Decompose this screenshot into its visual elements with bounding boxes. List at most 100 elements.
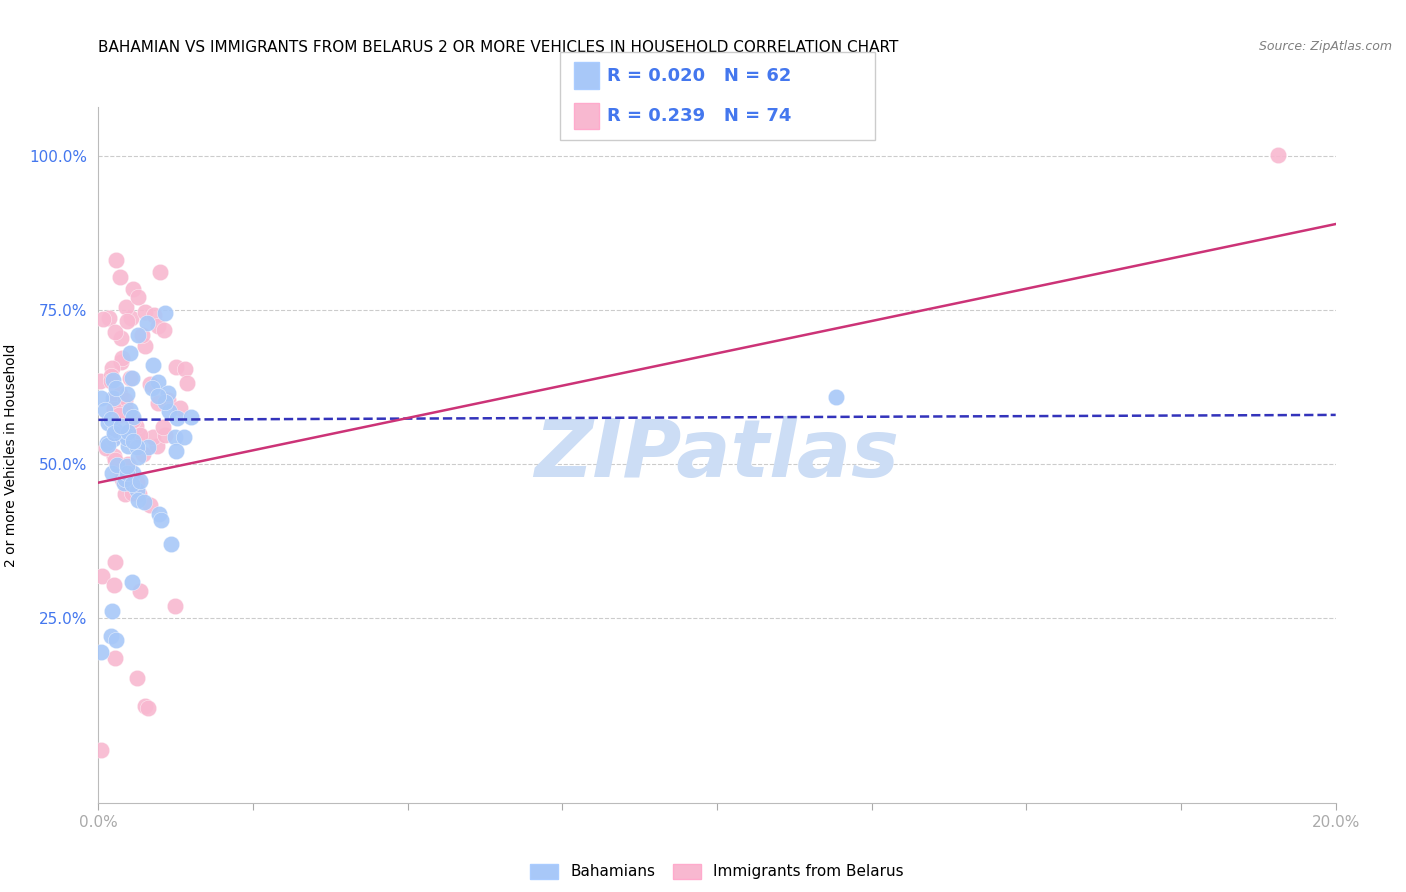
Point <box>153 323 176 337</box>
Point <box>115 427 138 442</box>
Point <box>142 358 165 372</box>
Point <box>134 305 156 319</box>
Point <box>101 467 124 481</box>
Point <box>101 374 124 388</box>
Point <box>94 441 117 455</box>
Point <box>110 419 132 434</box>
Text: Source: ZipAtlas.com: Source: ZipAtlas.com <box>1258 40 1392 54</box>
Point <box>146 389 169 403</box>
Point <box>129 428 152 442</box>
Point <box>96 436 118 450</box>
Point <box>105 458 128 472</box>
Point <box>103 426 125 441</box>
Point <box>153 306 176 320</box>
Point <box>104 453 127 467</box>
Point <box>128 487 150 501</box>
Point <box>152 420 174 434</box>
Point <box>156 386 179 401</box>
Point <box>114 393 136 408</box>
Point <box>120 310 142 325</box>
Point <box>153 395 176 409</box>
Point <box>108 462 131 476</box>
Point <box>112 476 135 491</box>
Point <box>121 476 143 491</box>
Point <box>127 328 149 343</box>
Point <box>103 650 125 665</box>
Point <box>120 345 142 359</box>
Point <box>101 603 124 617</box>
Point <box>105 252 128 267</box>
Point <box>117 458 139 472</box>
Point <box>122 434 145 448</box>
Point <box>141 381 163 395</box>
Point <box>101 360 124 375</box>
Point <box>127 440 149 454</box>
Point <box>131 328 153 343</box>
Point <box>114 400 136 414</box>
Point <box>127 450 149 464</box>
Point <box>100 374 122 388</box>
Point <box>90 391 112 405</box>
Point <box>104 632 127 647</box>
Point <box>117 466 139 480</box>
Y-axis label: 2 or more Vehicles in Household: 2 or more Vehicles in Household <box>4 343 18 566</box>
Point <box>115 313 138 327</box>
Point <box>120 402 142 417</box>
Point <box>173 429 195 443</box>
Point <box>100 411 122 425</box>
Legend: Bahamians, Immigrants from Belarus: Bahamians, Immigrants from Belarus <box>524 857 910 886</box>
Point <box>115 431 138 445</box>
Point <box>118 460 141 475</box>
Point <box>121 466 143 480</box>
Text: R = 0.239   N = 74: R = 0.239 N = 74 <box>607 107 792 125</box>
Point <box>101 391 124 405</box>
Point <box>114 472 136 486</box>
Point <box>150 513 173 527</box>
Point <box>125 475 148 489</box>
Point <box>125 483 148 497</box>
Point <box>159 537 181 551</box>
Point <box>122 282 145 296</box>
Point <box>136 440 159 454</box>
Point <box>134 698 156 713</box>
Point <box>135 316 157 330</box>
Text: ZIPatlas: ZIPatlas <box>534 416 900 494</box>
Point <box>97 416 120 430</box>
Point <box>125 418 148 433</box>
Point <box>121 409 143 424</box>
Point <box>100 369 122 384</box>
Point <box>157 403 180 417</box>
Point <box>110 331 132 345</box>
Point <box>148 507 170 521</box>
Point <box>825 390 848 404</box>
Point <box>139 376 162 391</box>
Point <box>165 359 187 374</box>
Point <box>98 310 121 325</box>
Point <box>105 387 128 401</box>
Point <box>143 308 166 322</box>
Point <box>132 447 155 461</box>
Point <box>142 430 165 444</box>
Point <box>110 351 132 366</box>
Point <box>115 458 138 473</box>
Point <box>129 583 152 598</box>
Point <box>132 495 155 509</box>
Point <box>128 428 150 442</box>
Point <box>157 392 180 407</box>
Point <box>166 411 188 425</box>
Point <box>110 270 132 285</box>
Point <box>138 498 160 512</box>
Point <box>118 371 141 385</box>
Point <box>101 432 124 446</box>
Point <box>97 438 120 452</box>
Text: BAHAMIAN VS IMMIGRANTS FROM BELARUS 2 OR MORE VEHICLES IN HOUSEHOLD CORRELATION : BAHAMIAN VS IMMIGRANTS FROM BELARUS 2 OR… <box>98 40 898 55</box>
Point <box>94 403 117 417</box>
Point <box>148 375 170 389</box>
Point <box>114 300 136 314</box>
Point <box>104 556 127 570</box>
Point <box>134 339 156 353</box>
Point <box>145 439 167 453</box>
Text: R = 0.020   N = 62: R = 0.020 N = 62 <box>607 67 792 85</box>
Point <box>111 472 134 486</box>
Point <box>121 371 143 385</box>
